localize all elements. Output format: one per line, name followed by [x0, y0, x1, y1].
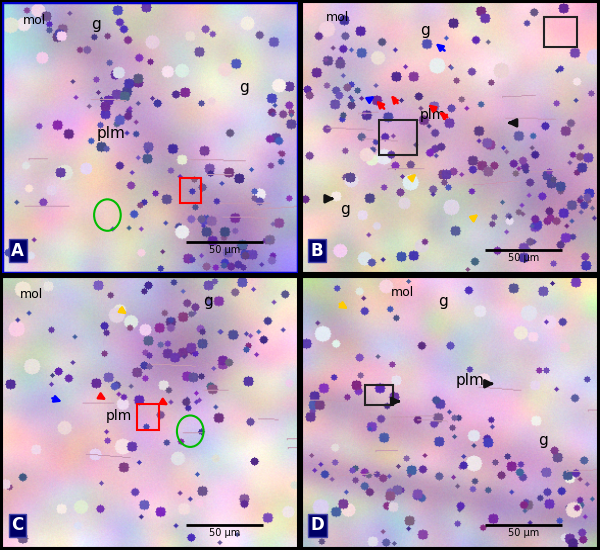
Text: B: B	[311, 242, 323, 260]
Text: plm: plm	[97, 126, 126, 141]
Bar	[379, 120, 417, 156]
Text: g: g	[538, 433, 548, 448]
Text: 50 µm: 50 µm	[209, 527, 240, 537]
Bar	[544, 17, 577, 47]
Bar	[365, 385, 394, 405]
Bar	[137, 404, 159, 430]
Text: D: D	[311, 516, 325, 534]
Text: plm: plm	[455, 373, 484, 388]
Text: plm: plm	[420, 108, 446, 122]
Text: mol: mol	[325, 11, 349, 24]
Text: plm: plm	[106, 409, 132, 424]
Text: g: g	[420, 23, 430, 38]
Text: C: C	[11, 516, 23, 534]
Text: mol: mol	[23, 14, 46, 27]
Text: 50 µm: 50 µm	[508, 527, 539, 537]
Text: mol: mol	[391, 285, 414, 299]
Text: g: g	[239, 80, 249, 95]
Text: g: g	[91, 17, 101, 32]
Text: g: g	[340, 202, 350, 217]
Text: 50 µm: 50 µm	[508, 253, 539, 263]
Text: A: A	[11, 242, 24, 260]
Text: g: g	[438, 294, 448, 310]
Text: mol: mol	[20, 288, 43, 301]
Bar	[180, 178, 200, 203]
Text: 50 µm: 50 µm	[209, 245, 240, 255]
Text: g: g	[203, 294, 213, 310]
